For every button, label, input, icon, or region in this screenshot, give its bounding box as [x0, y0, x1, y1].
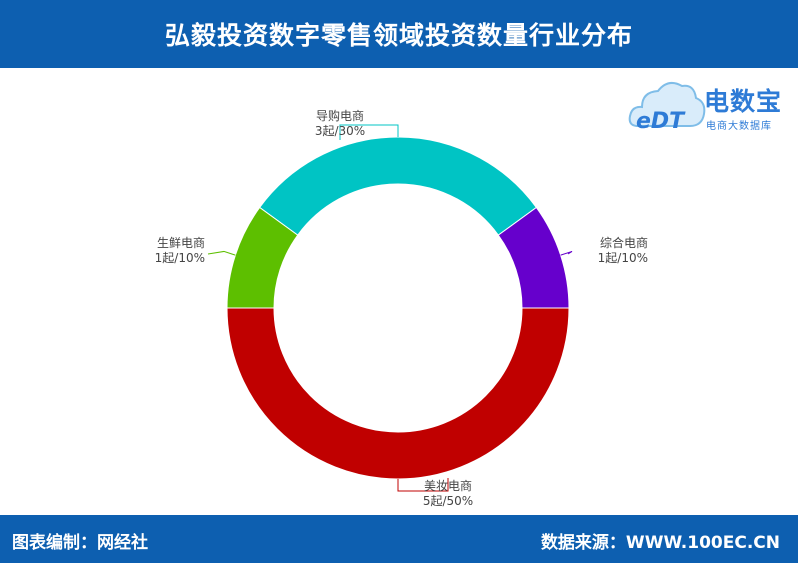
- footer-source: 数据来源：WWW.100EC.CN: [540, 533, 780, 553]
- chart-title: 弘毅投资数字零售领域投资数量行业分布: [164, 21, 633, 50]
- header-bar: 弘毅投资数字零售领域投资数量行业分布: [0, 0, 798, 68]
- slice-value-shengxian: 1起/10%: [155, 251, 205, 265]
- footer-credit: 图表编制：网经社: [12, 533, 148, 553]
- slice-meizhuang: [226, 307, 570, 480]
- leader-line-daogou: [339, 124, 399, 140]
- slice-value-daogou: 3起/30%: [315, 124, 365, 138]
- donut-chart: 导购电商 3起/30% 综合电商 1起/10% 美妆电商 5起/50% 生鲜电商…: [155, 108, 648, 508]
- cloud-logo-icon: eDT: [628, 81, 706, 134]
- logo-tagline: 电商大数据库: [706, 121, 772, 132]
- slice-value-zonghe: 1起/10%: [598, 251, 648, 265]
- leader-line-shengxian: [207, 250, 236, 256]
- slice-value-meizhuang: 5起/50%: [423, 494, 473, 508]
- leader-lines: [207, 124, 573, 492]
- leader-line-zonghe: [560, 250, 573, 256]
- logo: eDT 电数宝 电商大数据库: [628, 76, 798, 136]
- donut-slices: [226, 136, 570, 480]
- slice-name-meizhuang: 美妆电商: [424, 478, 472, 493]
- slice-name-shengxian: 生鲜电商: [157, 235, 205, 250]
- slice-shengxian: [226, 206, 299, 309]
- footer-bar: 图表编制：网经社 数据来源：WWW.100EC.CN: [0, 515, 798, 563]
- slice-name-daogou: 导购电商: [316, 108, 364, 123]
- logo-name: 电数宝: [704, 87, 783, 116]
- leader-line-meizhuang: [397, 478, 449, 492]
- slice-daogou: [258, 136, 538, 236]
- slice-name-zonghe: 综合电商: [600, 235, 648, 250]
- logo-mark: eDT: [636, 109, 686, 134]
